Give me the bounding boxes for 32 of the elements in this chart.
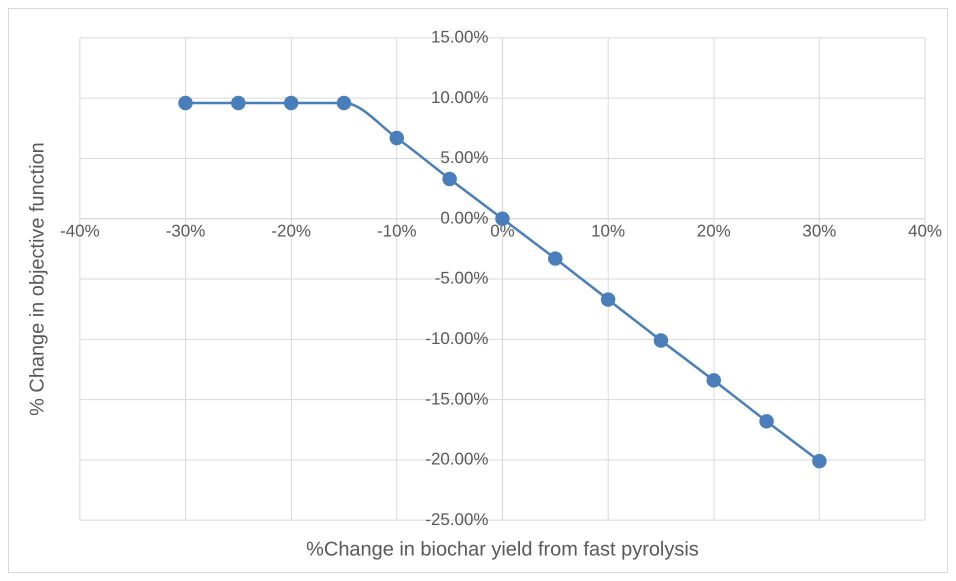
x-tick-label: 40% — [908, 222, 942, 241]
x-tick-label: 30% — [802, 222, 836, 241]
point — [654, 333, 668, 348]
y-tick-label: 15.00% — [430, 28, 488, 47]
y-tick-label: -5.00% — [434, 268, 488, 288]
point — [706, 373, 721, 388]
point — [812, 454, 827, 468]
y-tick-label: -25.00% — [425, 510, 488, 529]
x-tick-label: 0% — [490, 222, 515, 241]
point — [600, 292, 616, 307]
y-tick-label: 10.00% — [430, 88, 488, 107]
point — [284, 96, 298, 110]
point — [390, 130, 404, 146]
y-tick-label: -20.00% — [425, 450, 488, 469]
x-tick-label: -20% — [271, 222, 311, 241]
y-axis-title: % Change in objective function — [26, 142, 48, 416]
y-tick-label: -10.00% — [425, 329, 488, 348]
point — [759, 414, 774, 429]
point — [178, 96, 193, 110]
x-tick-label: -30% — [166, 222, 206, 241]
point — [442, 172, 457, 186]
x-tick-label: -40% — [60, 222, 100, 241]
y-tick-label: 5.00% — [440, 148, 488, 168]
x-axis-title: %Change in biochar yield from fast pyrolysis — [306, 538, 699, 561]
x-tick-label: 20% — [696, 222, 731, 241]
point — [336, 96, 352, 110]
y-tick-label: 0.00% — [440, 208, 488, 228]
x-tick-label: -10% — [377, 222, 417, 241]
point — [231, 96, 246, 110]
x-tick-label: 10% — [591, 222, 626, 241]
y-tick-label: -15.00% — [425, 389, 488, 408]
point — [548, 251, 563, 266]
